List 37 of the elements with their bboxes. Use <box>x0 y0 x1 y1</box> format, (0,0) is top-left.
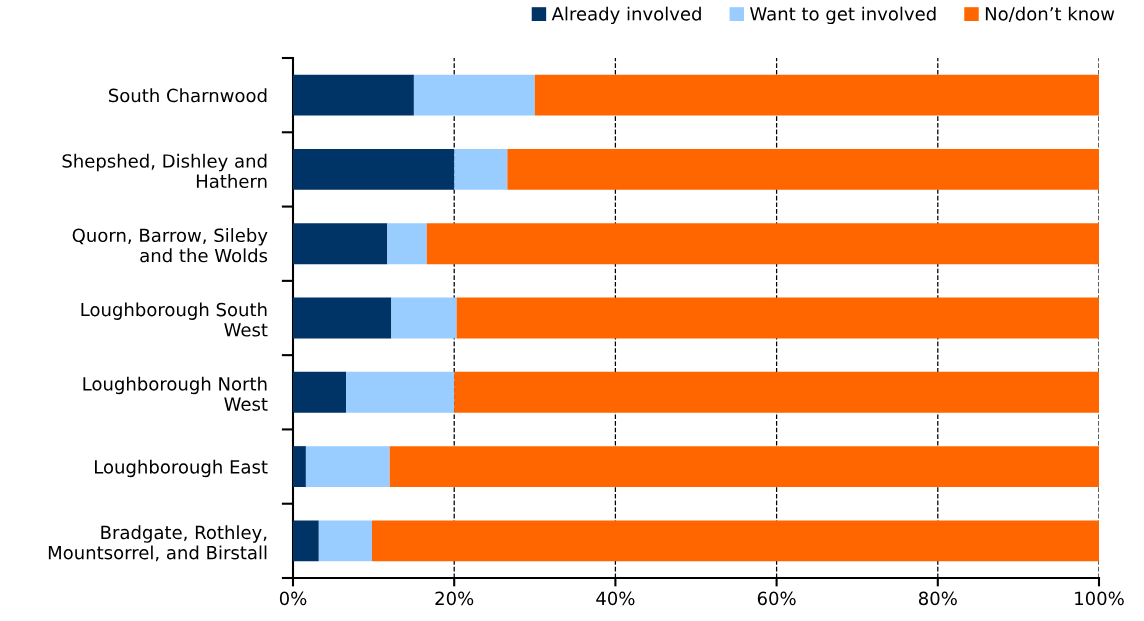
bar <box>413 74 535 116</box>
bar <box>371 520 1099 562</box>
bar <box>389 446 1099 487</box>
bar <box>293 371 347 413</box>
bar <box>293 223 388 265</box>
bar <box>507 149 1099 190</box>
y-tick-label: Loughborough East <box>95 459 268 478</box>
bar <box>346 371 455 413</box>
x-tick-label: 0% <box>279 591 307 606</box>
bar <box>391 297 457 339</box>
bar <box>387 223 427 265</box>
bar <box>534 74 1099 116</box>
x-tick-label: 40% <box>596 591 635 606</box>
bar <box>293 520 319 562</box>
bar <box>293 297 392 339</box>
y-tick-label: Loughborough North West <box>83 376 268 411</box>
legend-label: Want to get involved <box>750 6 936 25</box>
bar <box>318 520 372 562</box>
x-tick-label: 20% <box>435 591 474 606</box>
y-tick-label: Bradgate, Rothley, Mountsorrel, and Birstall <box>48 525 267 562</box>
x-tick-label: 60% <box>757 591 796 606</box>
y-tick-label: Loughborough South West <box>81 302 268 337</box>
bar <box>426 223 1099 265</box>
bar <box>293 74 414 116</box>
x-tick-label: 80% <box>918 591 957 606</box>
legend-label: Already involved <box>551 6 701 25</box>
bar <box>305 446 390 487</box>
y-tick-label: Shepshed, Dishley and Hathern <box>62 153 267 189</box>
bar <box>293 149 455 190</box>
x-tick-label: 100% <box>1075 591 1124 606</box>
y-tick-label: Quorn, Barrow, Sileby and the Wolds <box>72 228 268 263</box>
y-tick-label: South Charnwood <box>108 88 267 103</box>
legend-label: No/don’t know <box>985 6 1115 23</box>
bar <box>456 297 1099 339</box>
bar <box>454 149 508 190</box>
bar <box>293 446 306 487</box>
bar <box>454 371 1099 413</box>
